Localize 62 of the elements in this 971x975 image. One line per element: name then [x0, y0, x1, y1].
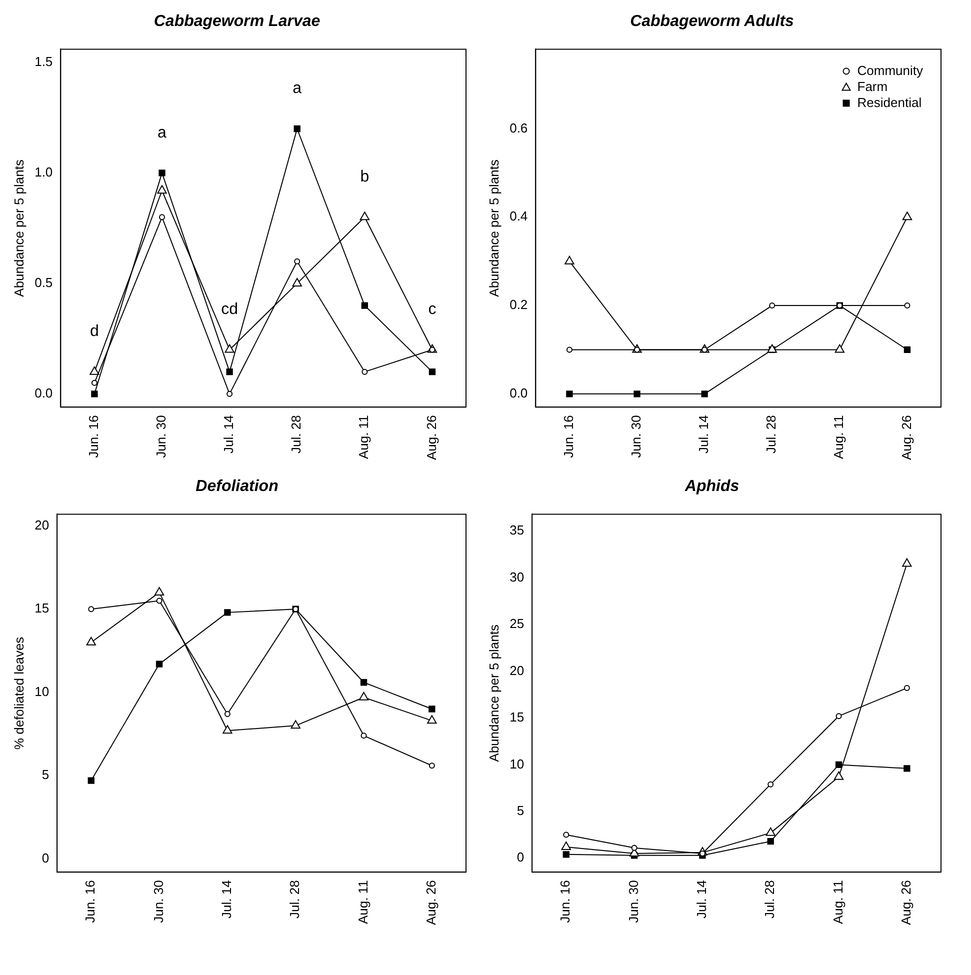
legend-label: Residential [857, 94, 922, 110]
x-tick-label: Jul. 14 [694, 880, 710, 918]
annotation: d [90, 323, 99, 340]
legend-label: Community [857, 62, 924, 78]
y-tick-label: 20 [34, 517, 50, 532]
x-tick-label: Jun. 16 [82, 880, 98, 923]
y-tick-label: 0.2 [510, 297, 528, 312]
x-tick-label: Aug. 11 [355, 880, 370, 924]
x-tick-label: Jun. 30 [626, 880, 641, 923]
chart-title: Aphids [684, 478, 740, 496]
x-tick-label: Jun. 30 [628, 415, 644, 458]
y-tick-label: 25 [510, 616, 524, 632]
y-tick-label: 10 [34, 684, 50, 699]
x-tick-label: Jul. 14 [219, 880, 234, 918]
y-tick-label: 1.0 [34, 164, 53, 180]
y-tick-label: 0.6 [510, 120, 528, 136]
y-axis-title: Abundance per 5 plants [486, 624, 502, 762]
x-tick-label: Jun. 16 [561, 415, 576, 458]
annotation: a [292, 80, 302, 98]
legend-label: Farm [857, 78, 888, 94]
x-tick-label: Jul. 14 [221, 415, 236, 454]
x-tick-label: Jun. 30 [150, 880, 166, 923]
x-tick-label: Aug. 11 [831, 415, 846, 460]
y-axis-title: Abundance per 5 plants [11, 159, 26, 297]
y-tick-label: 30 [510, 569, 524, 584]
y-tick-label: 0 [42, 850, 50, 866]
chart-title: Cabbageworm Adults [630, 13, 794, 30]
x-tick-label: Jun. 16 [86, 415, 102, 458]
y-axis-title: Abundance per 5 plants [486, 159, 502, 297]
y-axis-title: % defoliated leaves [11, 636, 26, 750]
y-tick-label: 0 [516, 850, 524, 865]
x-tick-label: Jun. 16 [558, 880, 573, 923]
x-tick-label: Aug. 26 [898, 415, 914, 460]
chart-title: Cabbageworm Larvae [154, 13, 320, 30]
x-tick-label: Aug. 26 [424, 415, 439, 460]
y-tick-label: 0.0 [34, 386, 53, 401]
x-tick-label: Jul. 28 [287, 880, 302, 918]
chart-title: Defoliation [196, 478, 279, 496]
x-tick-label: Jul. 28 [288, 415, 304, 454]
x-tick-label: Aug. 11 [356, 415, 372, 460]
x-tick-label: Jun. 30 [154, 415, 169, 458]
x-tick-label: Jul. 28 [764, 415, 779, 454]
annotation: a [158, 124, 167, 142]
y-tick-label: 5 [516, 803, 524, 818]
y-tick-label: 10 [510, 756, 524, 772]
annotation: c [428, 301, 436, 318]
y-tick-label: 0.0 [510, 386, 528, 401]
annotation: b [360, 168, 370, 186]
y-tick-label: 5 [42, 767, 50, 782]
x-tick-label: Jul. 28 [762, 880, 778, 918]
y-tick-label: 0.4 [510, 208, 528, 224]
annotation: cd [221, 301, 238, 318]
y-tick-label: 1.5 [34, 54, 53, 70]
y-tick-label: 15 [34, 600, 50, 616]
y-tick-label: 20 [510, 662, 524, 678]
x-tick-label: Aug. 26 [898, 880, 914, 926]
x-tick-label: Aug. 11 [830, 880, 846, 924]
y-tick-label: 0.5 [34, 275, 53, 290]
x-tick-label: Jul. 14 [696, 415, 712, 454]
y-tick-label: 15 [510, 710, 524, 725]
y-tick-label: 35 [510, 522, 524, 538]
x-tick-label: Aug. 26 [424, 880, 438, 926]
